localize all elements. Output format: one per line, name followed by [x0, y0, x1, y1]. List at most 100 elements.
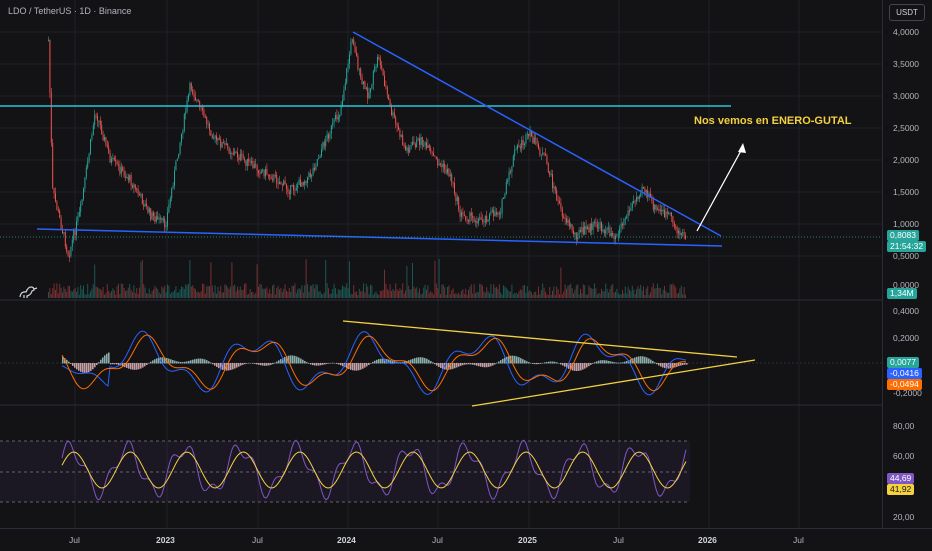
volume-bar [577, 284, 579, 298]
candle [465, 215, 467, 220]
candle [151, 212, 153, 220]
volume-bar [685, 294, 686, 298]
support-trendline[interactable] [36, 228, 723, 247]
macd-histogram-bar [580, 363, 582, 371]
macd-histogram-bar [176, 361, 178, 364]
candle [315, 165, 317, 171]
triangle-lower-line[interactable] [471, 359, 756, 407]
candle [557, 200, 559, 202]
macd-histogram-bar [268, 363, 270, 366]
macd-histogram-bar [126, 363, 128, 368]
macd-histogram-bar [302, 359, 304, 364]
candle [609, 227, 611, 237]
time-tick: Jul [432, 535, 443, 545]
candle [410, 144, 412, 149]
macd-histogram-bar [314, 363, 316, 366]
macd-histogram-bar [686, 363, 688, 365]
macd-histogram-bar [412, 358, 414, 364]
volume-bar [379, 290, 381, 298]
candle [130, 175, 132, 186]
candle [372, 71, 374, 85]
volume-bar [80, 284, 82, 298]
candle [300, 179, 301, 187]
candle [417, 138, 419, 140]
candle [235, 151, 237, 153]
volume-bar [482, 285, 483, 298]
volume-bar [419, 288, 420, 298]
macd-histogram-bar [516, 356, 518, 364]
macd-histogram-bar [464, 363, 466, 365]
candle [182, 130, 184, 134]
candle [206, 117, 208, 124]
candle [448, 168, 450, 177]
candle [298, 179, 300, 185]
candle [528, 133, 530, 137]
candle [543, 153, 545, 155]
chart-annotation-text[interactable]: Nos vemos en ENERO-GUTAL [694, 115, 852, 127]
volume-bar [514, 293, 516, 298]
candle [218, 138, 220, 140]
candle [405, 145, 406, 151]
macd-histogram-bar [506, 356, 508, 364]
macd-histogram-bar [202, 358, 204, 364]
candle [515, 149, 517, 151]
volume-bar [335, 288, 336, 298]
volume-bar [192, 285, 194, 298]
macd-histogram-bar [456, 363, 458, 368]
volume-bar [288, 288, 290, 298]
volume-bar [591, 288, 593, 298]
volume-bar [242, 289, 244, 298]
macd-histogram-bar [312, 363, 314, 366]
candle [209, 123, 210, 131]
volume-bar [589, 287, 591, 298]
projection-arrow[interactable] [696, 143, 746, 232]
macd-histogram-bar [426, 358, 428, 364]
volume-bar [49, 287, 51, 298]
triangle-upper-line[interactable] [342, 320, 738, 358]
volume-bar [433, 294, 434, 298]
volume-bar [493, 284, 495, 298]
tradingview-logo-icon[interactable] [18, 283, 40, 299]
volume-bar [332, 289, 334, 298]
candle [48, 39, 49, 41]
candle [514, 150, 516, 157]
candle [161, 217, 163, 221]
volume-bar [158, 292, 160, 298]
volume-bar [200, 291, 202, 298]
candle [603, 229, 605, 234]
price-tick: 4,0000 [893, 27, 919, 37]
macd-histogram-bar [178, 361, 180, 364]
macd-histogram-bar [210, 362, 212, 364]
volume-bar [270, 293, 272, 298]
macd-histogram-bar [558, 363, 560, 364]
candle [287, 188, 289, 193]
candle [160, 217, 161, 219]
macd-histogram-bar [310, 363, 312, 365]
candle [279, 181, 280, 185]
time-axis[interactable] [0, 528, 932, 551]
volume-bar [634, 293, 636, 298]
volume-bar [298, 288, 300, 298]
candle [143, 204, 145, 207]
candle [326, 134, 328, 141]
candle [111, 158, 112, 163]
macd-histogram-bar [362, 363, 364, 369]
candle [155, 216, 157, 222]
volume-bar [410, 289, 412, 298]
macd-histogram-bar [324, 363, 326, 365]
volume-bar [494, 287, 496, 298]
volume-bar [427, 285, 429, 298]
candle [272, 179, 273, 181]
volume-bar [610, 285, 612, 298]
descending-trendline[interactable] [352, 31, 722, 237]
chart-area[interactable] [0, 0, 882, 528]
price-axis[interactable] [882, 0, 932, 528]
candle [489, 214, 490, 220]
currency-button[interactable]: USDT [889, 4, 925, 21]
macd-histogram-bar [486, 363, 488, 368]
macd-histogram-bar [640, 356, 642, 364]
candle [73, 230, 75, 240]
candle [347, 63, 349, 69]
volume-bar [678, 292, 679, 298]
